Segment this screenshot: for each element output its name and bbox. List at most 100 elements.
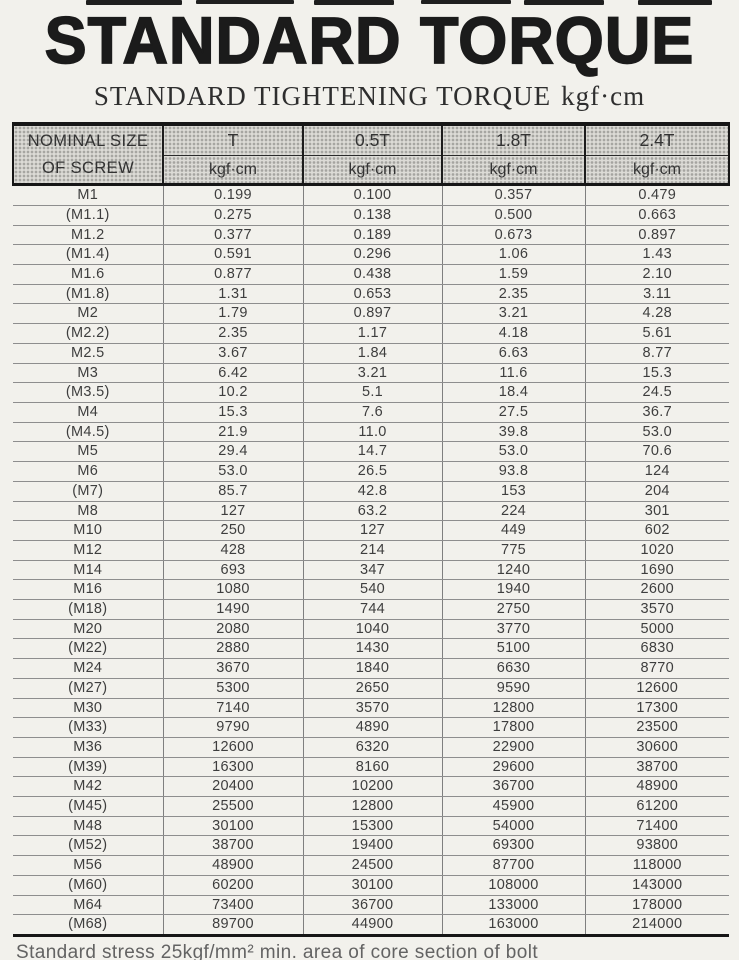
torque-value-cell: 163000	[441, 914, 585, 937]
torque-value-cell: 24500	[302, 855, 442, 876]
screw-size-cell: M64	[13, 895, 163, 916]
screw-size-cell: M14	[13, 560, 163, 581]
torque-value-cell: 30100	[162, 816, 303, 837]
torque-value-cell: 5000	[584, 619, 729, 640]
screw-size-cell: M56	[13, 855, 163, 876]
torque-value-cell: 12800	[302, 796, 442, 817]
torque-value-cell: 71400	[584, 816, 729, 837]
torque-value-cell: 5.61	[584, 323, 729, 344]
torque-value-cell: 0.438	[302, 264, 442, 285]
torque-value-cell: 0.296	[302, 244, 442, 266]
torque-value-cell: 224	[441, 501, 585, 522]
page-subtitle: STANDARD TIGHTENING TORQUE kgf·cm	[0, 81, 739, 112]
torque-value-cell: 0.663	[584, 205, 729, 226]
scan-artifact	[196, 0, 294, 4]
corner-header-line2: OF SCREW	[41, 158, 135, 177]
torque-value-cell: 1430	[302, 638, 442, 660]
torque-value-cell: 60200	[162, 875, 303, 896]
screw-size-cell: M2.5	[13, 343, 163, 364]
torque-value-cell: 15300	[302, 816, 442, 837]
torque-value-cell: 3670	[162, 658, 303, 679]
torque-value-cell: 540	[302, 579, 442, 601]
torque-value-cell: 87700	[441, 855, 585, 876]
torque-value-cell: 22900	[441, 737, 585, 758]
screw-size-cell: M10	[13, 520, 163, 541]
torque-value-cell: 744	[302, 599, 442, 620]
torque-value-cell: 3570	[584, 599, 729, 620]
torque-value-cell: 127	[162, 501, 303, 522]
table-row: M1 0.199 0.100 0.357 0.479	[13, 184, 729, 206]
page-title: STANDARD TORQUE	[44, 4, 695, 78]
torque-value-cell: 36.7	[584, 402, 729, 423]
torque-value-cell: 0.199	[162, 184, 303, 206]
table-row: M30 7140 3570 12800 17300	[13, 698, 729, 719]
torque-value-cell: 1080	[162, 579, 303, 601]
torque-value-cell: 93.8	[441, 461, 585, 482]
table-row: M20 2080 1040 3770 5000	[13, 619, 729, 640]
torque-value-cell: 30100	[302, 875, 442, 896]
table-row: (M1.8) 1.31 0.653 2.35 3.11	[13, 284, 729, 305]
screw-size-cell: M36	[13, 737, 163, 758]
torque-value-cell: 178000	[584, 895, 729, 916]
torque-value-cell: 10.2	[162, 382, 303, 403]
torque-value-cell: 45900	[441, 796, 585, 817]
torque-value-cell: 48900	[162, 855, 303, 876]
torque-value-cell: 1.79	[162, 303, 303, 325]
screw-size-cell: (M60)	[13, 875, 163, 896]
subtitle-text: STANDARD TIGHTENING TORQUE	[93, 81, 552, 112]
torque-value-cell: 0.653	[302, 284, 442, 305]
torque-value-cell: 0.673	[441, 225, 585, 246]
torque-value-cell: 8160	[302, 757, 442, 778]
torque-value-cell: 204	[584, 481, 729, 502]
torque-value-cell: 48900	[584, 776, 729, 798]
torque-value-cell: 19400	[302, 835, 442, 857]
table-row: (M52) 38700 19400 69300 93800	[13, 835, 729, 857]
torque-value-cell: 2750	[441, 599, 585, 620]
torque-value-cell: 24.5	[584, 382, 729, 403]
torque-value-cell: 0.275	[162, 205, 303, 226]
torque-value-cell: 23500	[584, 717, 729, 738]
screw-size-cell: M2	[13, 303, 163, 325]
torque-value-cell: 21.9	[162, 422, 303, 443]
torque-value-cell: 26.5	[302, 461, 442, 482]
torque-value-cell: 15.3	[162, 402, 303, 423]
torque-value-cell: 36700	[441, 776, 585, 798]
torque-value-cell: 9590	[441, 678, 585, 699]
table-row: M36 12600 6320 22900 30600	[13, 737, 729, 758]
torque-value-cell: 3570	[302, 698, 442, 719]
torque-value-cell: 0.100	[302, 184, 442, 206]
table-row: M48 30100 15300 54000 71400	[13, 816, 729, 837]
torque-value-cell: 0.189	[302, 225, 442, 246]
unit-header-18t: kgf·cm	[441, 155, 585, 187]
torque-value-cell: 3770	[441, 619, 585, 640]
torque-value-cell: 214	[302, 540, 442, 561]
torque-value-cell: 17300	[584, 698, 729, 719]
torque-value-cell: 93800	[584, 835, 729, 857]
torque-value-cell: 27.5	[441, 402, 585, 423]
torque-value-cell: 143000	[584, 875, 729, 896]
torque-value-cell: 29600	[441, 757, 585, 778]
table-row: (M45) 25500 12800 45900 61200	[13, 796, 729, 817]
table-row: M24 3670 1840 6630 8770	[13, 658, 729, 679]
table-row: (M68) 89700 44900 163000 214000	[13, 914, 729, 937]
torque-value-cell: 73400	[162, 895, 303, 916]
unit-header-24t: kgf·cm	[584, 155, 730, 187]
torque-value-cell: 0.138	[302, 205, 442, 226]
torque-value-cell: 53.0	[584, 422, 729, 443]
torque-value-cell: 0.377	[162, 225, 303, 246]
table-row: (M33) 9790 4890 17800 23500	[13, 717, 729, 738]
screw-size-cell: M1	[13, 184, 163, 206]
screw-size-cell: (M2.2)	[13, 323, 163, 344]
table-row: M6 53.0 26.5 93.8 124	[13, 461, 729, 482]
torque-value-cell: 602	[584, 520, 729, 541]
torque-value-cell: 2.35	[441, 284, 585, 305]
torque-value-cell: 0.357	[441, 184, 585, 206]
torque-value-cell: 6630	[441, 658, 585, 679]
torque-table: NOMINAL SIZE OF SCREW T 0.5T 1.8T 2.4T k…	[12, 122, 730, 937]
torque-value-cell: 2650	[302, 678, 442, 699]
torque-value-cell: 70.6	[584, 441, 729, 463]
screw-size-cell: M8	[13, 501, 163, 522]
torque-table-body: M1 0.199 0.100 0.357 0.479 (M1.1) 0.275 0.138 0.…	[13, 184, 729, 937]
torque-value-cell: 0.500	[441, 205, 585, 226]
torque-value-cell: 44900	[302, 914, 442, 937]
